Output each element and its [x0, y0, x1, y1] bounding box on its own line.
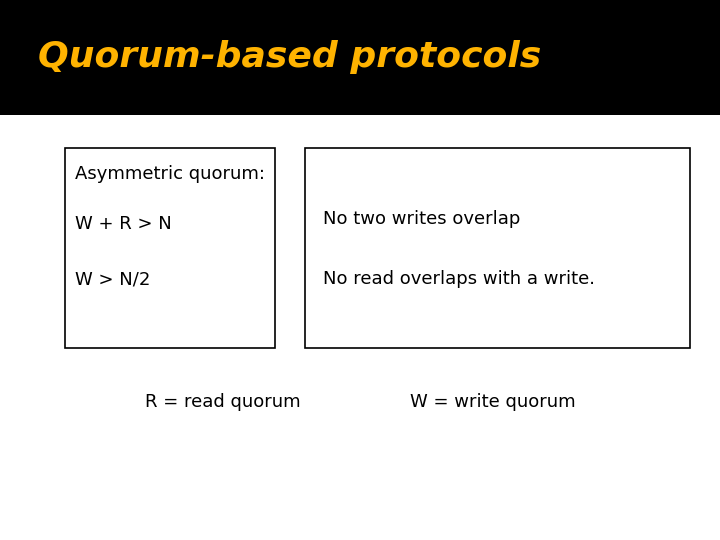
Text: Asymmetric quorum:: Asymmetric quorum:: [75, 165, 265, 183]
Text: W + R > N: W + R > N: [75, 215, 172, 233]
Text: Quorum-based protocols: Quorum-based protocols: [38, 40, 541, 75]
Bar: [305, 148, 690, 348]
Text: W > N/2: W > N/2: [75, 270, 150, 288]
Bar: [0, 0, 720, 115]
Text: W = write quorum: W = write quorum: [410, 393, 575, 411]
Text: No read overlaps with a write.: No read overlaps with a write.: [323, 270, 595, 288]
Bar: [65, 148, 275, 348]
Text: No two writes overlap: No two writes overlap: [323, 210, 521, 228]
Text: R = read quorum: R = read quorum: [145, 393, 301, 411]
